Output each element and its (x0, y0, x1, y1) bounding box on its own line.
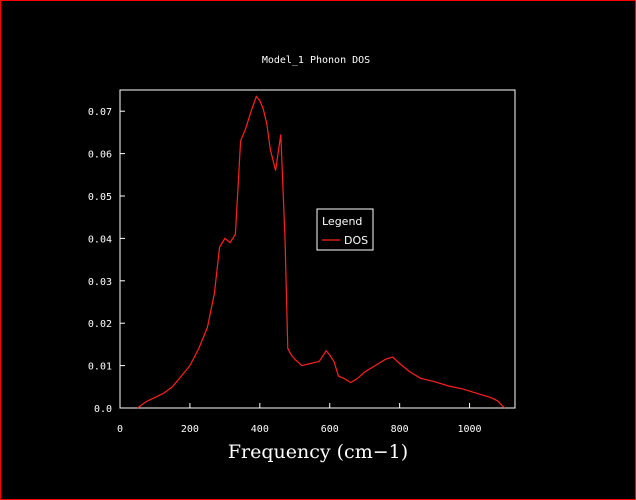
y-tick-label: 0.05 (88, 192, 112, 203)
y-tick-label: 0.01 (88, 362, 112, 373)
x-axis: 0 200 400 600 800 1000 (117, 403, 482, 435)
y-tick-label: 0.07 (88, 107, 112, 118)
legend-box (316, 208, 374, 251)
legend-dos-label: DOS (344, 234, 368, 247)
chart-title: Model_1 Phonon DOS (262, 55, 370, 66)
y-tick-label: 0.04 (88, 234, 112, 245)
y-tick-label: 0.02 (88, 319, 112, 330)
y-tick-label: 0.0 (94, 404, 112, 415)
x-axis-label: Frequency (cm−1) (228, 441, 408, 463)
plot-area-border (119, 89, 516, 409)
x-tick-label: 400 (251, 424, 269, 435)
y-tick-label: 0.06 (88, 150, 112, 161)
y-axis: 0.0 0.01 0.02 0.03 0.04 0.05 0.06 0.07 (88, 107, 125, 415)
legend: Legend DOS (316, 208, 374, 251)
x-tick-label: 600 (321, 424, 339, 435)
x-tick-label: 800 (391, 424, 409, 435)
legend-title: Legend (322, 215, 362, 228)
x-tick-label: 1000 (458, 424, 482, 435)
dos-series-line (137, 95, 505, 409)
y-tick-label: 0.03 (88, 277, 112, 288)
x-tick-label: 0 (117, 424, 123, 435)
x-tick-label: 200 (181, 424, 199, 435)
